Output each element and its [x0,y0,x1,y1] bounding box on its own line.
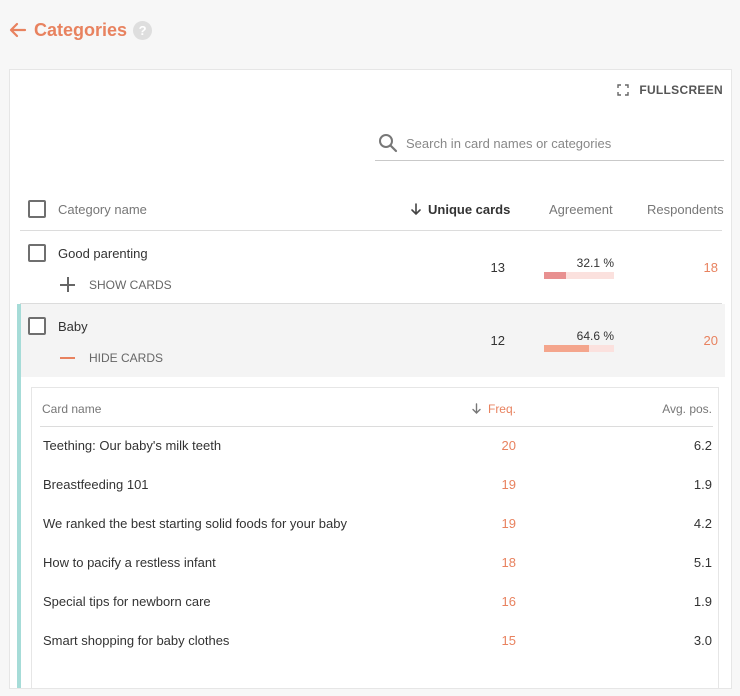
expanded-accent-bar [17,304,21,688]
card-freq: 15 [501,633,516,648]
agreement-value: 32.1 % [576,256,614,270]
row-checkbox[interactable] [28,317,46,335]
search-input[interactable] [406,135,706,151]
select-all-checkbox[interactable] [28,200,46,218]
card-avg-pos: 1.9 [693,594,712,609]
cards-subtable: Card name Freq. Avg. pos. Teething: Our … [31,387,719,688]
show-cards-label: SHOW CARDS [89,277,172,292]
agreement-bar [544,345,614,352]
card-name: We ranked the best starting solid foods … [43,516,347,531]
card-name: Teething: Our baby's milk teeth [43,438,222,453]
card-name: Smart shopping for baby clothes [43,633,230,648]
respondents-value[interactable]: 18 [703,260,718,275]
unique-cards-value: 12 [490,333,505,348]
card-freq: 19 [501,516,516,531]
arrow-down-icon [411,203,421,216]
arrow-left-icon[interactable] [8,20,28,40]
column-agreement[interactable]: Agreement [549,202,613,217]
row-divider [20,303,722,304]
search-box [375,126,724,161]
page-title: Categories [34,19,128,40]
fullscreen-label: FULLSCREEN [639,83,723,97]
minus-icon [60,350,75,365]
fullscreen-icon [617,84,630,96]
card-avg-pos: 1.9 [693,477,712,492]
card-avg-pos: 4.2 [693,516,712,531]
card-name: Breastfeeding 101 [43,477,149,492]
plus-icon [60,277,75,292]
categories-panel: FULLSCREEN Category name Unique cards Ag… [9,69,732,689]
subtable-header-divider [40,426,713,427]
column-avg-pos[interactable]: Avg. pos. [662,402,712,416]
column-card-name[interactable]: Card name [42,402,102,416]
column-freq[interactable]: Freq. [471,402,516,416]
page-header: Categories ? [8,17,153,43]
respondents-value[interactable]: 20 [703,333,718,348]
card-avg-pos: 6.2 [693,438,712,453]
card-freq: 16 [501,594,516,609]
freq-label: Freq. [487,402,516,416]
arrow-down-icon [472,403,481,414]
card-name: How to pacify a restless infant [43,555,216,570]
card-freq: 19 [501,477,516,492]
hide-cards-button[interactable]: HIDE CARDS [60,350,163,365]
help-icon[interactable]: ? [133,20,153,40]
category-name[interactable]: Good parenting [58,246,148,261]
show-cards-button[interactable]: SHOW CARDS [60,277,172,292]
card-freq: 18 [501,555,516,570]
category-name[interactable]: Baby [58,319,88,334]
agreement-bar [544,272,614,279]
column-unique-cards[interactable]: Unique cards [410,202,510,217]
unique-cards-value: 13 [490,260,505,275]
card-name: Special tips for newborn care [43,594,211,609]
agreement-value: 64.6 % [576,329,614,343]
fullscreen-button[interactable]: FULLSCREEN [617,83,723,97]
column-category-name[interactable]: Category name [58,202,147,217]
card-avg-pos: 5.1 [693,555,712,570]
expanded-row-background [17,304,725,377]
card-avg-pos: 3.0 [693,633,712,648]
hide-cards-label: HIDE CARDS [89,350,164,365]
agreement-bar-fill [544,345,590,352]
search-icon [379,134,398,153]
row-checkbox[interactable] [28,244,46,262]
card-freq: 20 [501,438,516,453]
unique-cards-label: Unique cards [428,202,511,217]
agreement-bar-fill [544,272,567,279]
header-divider [20,230,722,231]
column-respondents[interactable]: Respondents [647,202,724,217]
